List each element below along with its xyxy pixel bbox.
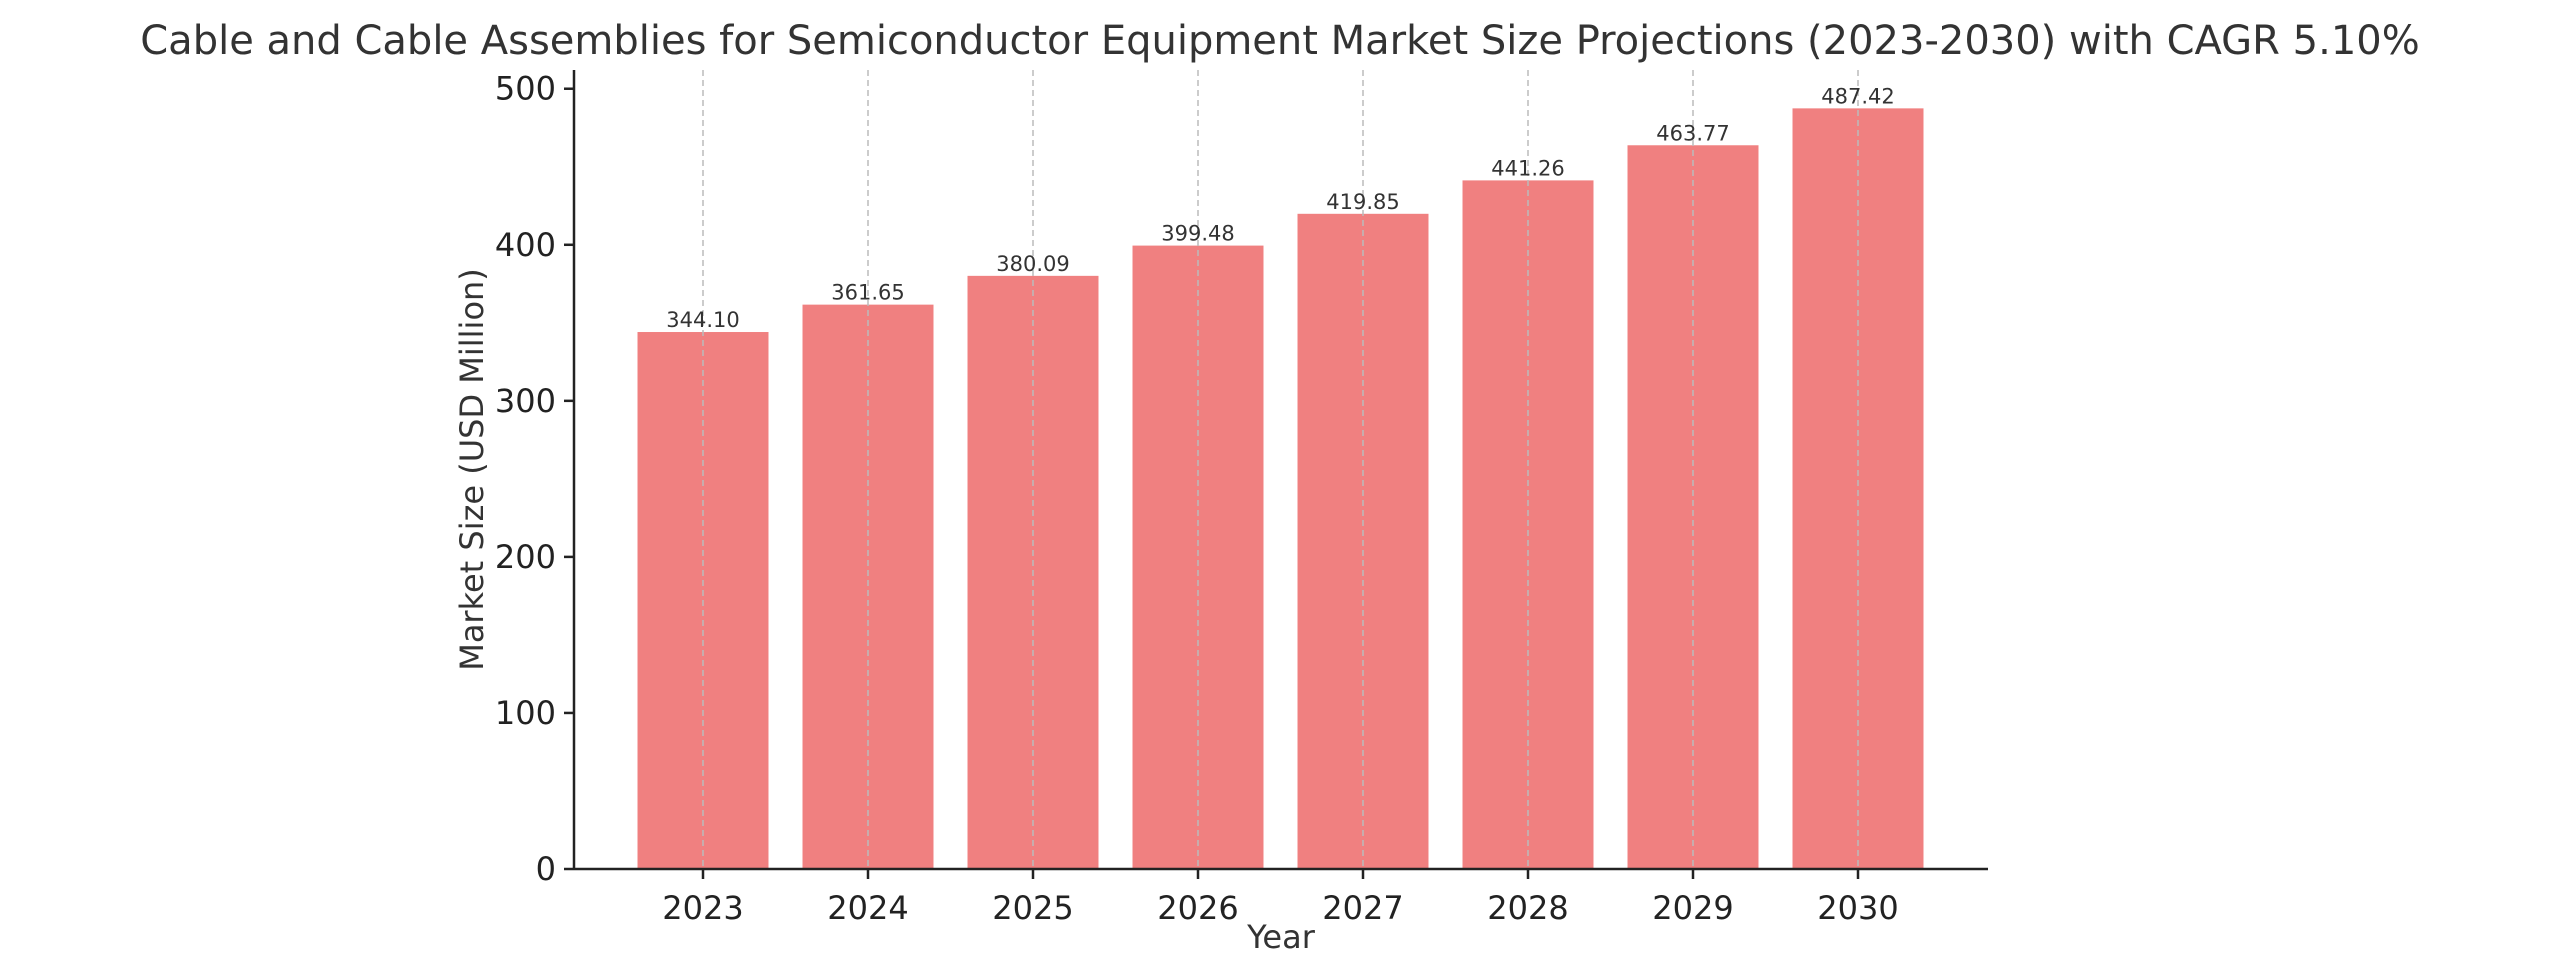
y-tick-label-100: 100: [495, 694, 556, 732]
data-label-2027: 419.85: [1326, 190, 1399, 214]
x-ticks: 2023 2024 2025 2026 2027 2028 2029 2030: [662, 869, 1899, 927]
y-tick-label-300: 300: [495, 382, 556, 420]
x-tick-label-2026: 2026: [1157, 889, 1238, 927]
data-label-2023: 344.10: [666, 308, 739, 332]
y-tick-label-0: 0: [536, 850, 556, 888]
data-label-2028: 441.26: [1491, 156, 1564, 180]
bars: [637, 108, 1924, 870]
vertical-grid-overlay: [702, 70, 1859, 869]
x-tick-label-2023: 2023: [662, 889, 743, 927]
y-tick-label-200: 200: [495, 538, 556, 576]
data-label-2030: 487.42: [1821, 84, 1894, 108]
y-tick-label-500: 500: [495, 70, 556, 108]
x-axis-label: Year: [1246, 918, 1316, 956]
x-tick-label-2025: 2025: [992, 889, 1073, 927]
x-tick-label-2028: 2028: [1487, 889, 1568, 927]
chart-title: Cable and Cable Assemblies for Semicondu…: [140, 18, 2420, 64]
data-label-2024: 361.65: [831, 281, 904, 305]
data-labels: 344.10 361.65 380.09 399.48 419.85 441.26 463.…: [666, 84, 1894, 332]
axes: [572, 70, 1988, 871]
y-ticks: 0 100 200 300 400 500: [495, 70, 574, 888]
x-tick-label-2024: 2024: [827, 889, 908, 927]
data-label-2026: 399.48: [1161, 222, 1234, 246]
y-axis-label: Market Size (USD Million): [453, 268, 491, 671]
data-label-2029: 463.77: [1656, 121, 1729, 145]
x-tick-label-2027: 2027: [1322, 889, 1403, 927]
y-tick-label-400: 400: [495, 226, 556, 264]
x-tick-label-2030: 2030: [1817, 889, 1898, 927]
data-label-2025: 380.09: [996, 252, 1069, 276]
x-tick-label-2029: 2029: [1652, 889, 1733, 927]
